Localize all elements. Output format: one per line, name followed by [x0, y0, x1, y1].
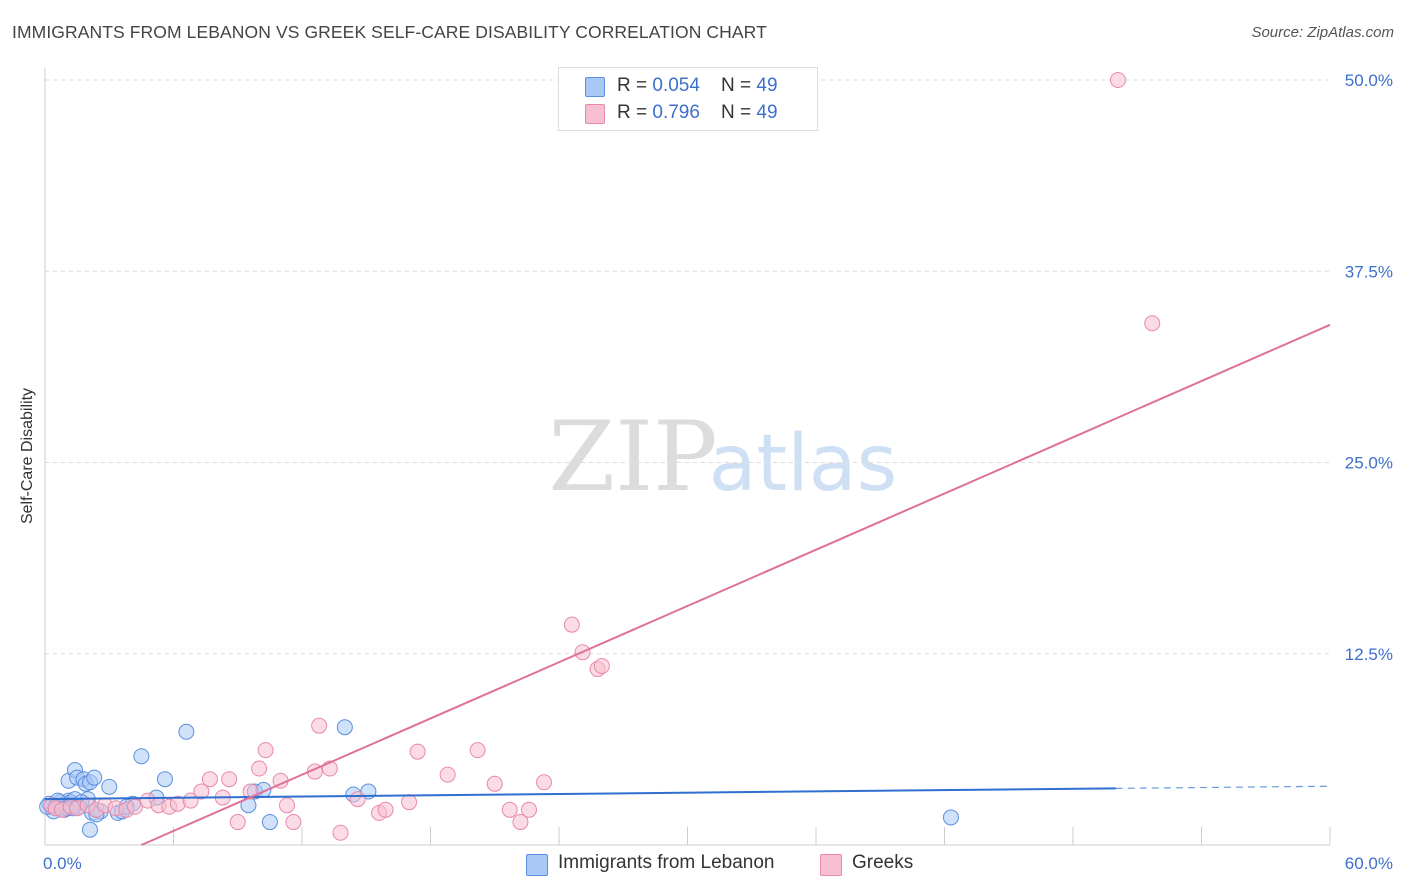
watermark-zip: ZIP — [548, 401, 717, 513]
trendline-lebanon-extension — [1115, 785, 1331, 789]
x-tick-label-1: 60.0% — [1345, 854, 1393, 873]
legend-n-label: N = — [721, 102, 757, 123]
point-greeks-48 — [1144, 315, 1161, 332]
point-greeks-35 — [409, 743, 426, 760]
point-greeks-19 — [221, 771, 238, 788]
point-greeks-34 — [401, 794, 418, 811]
point-greeks-42 — [536, 774, 553, 791]
point-greeks-30 — [332, 824, 349, 841]
point-greeks-38 — [486, 775, 503, 792]
point-greeks-10 — [126, 798, 143, 815]
point-lebanon-27 — [133, 748, 150, 765]
series-legend: Immigrants from Lebanon Greeks — [0, 852, 1406, 878]
point-lebanon-29 — [156, 771, 173, 788]
point-greeks-22 — [251, 760, 268, 777]
trendline-lebanon — [44, 787, 1116, 801]
legend-r-value: 0.054 — [652, 75, 700, 96]
series-swatch-greeks — [820, 854, 842, 876]
series-swatch-lebanon — [526, 854, 548, 876]
series-name-greeks: Greeks — [852, 852, 914, 873]
legend-n-label: N = — [721, 75, 757, 96]
y-tick-label-1: 25.0% — [1345, 454, 1393, 473]
point-greeks-16 — [193, 783, 210, 800]
point-greeks-36 — [439, 766, 456, 783]
point-lebanon-38 — [942, 809, 959, 826]
point-greeks-28 — [311, 717, 328, 734]
legend-r-value: 0.796 — [652, 102, 700, 123]
x-tick-label-0: 0.0% — [43, 854, 82, 873]
legend-n-value: 49 — [756, 75, 778, 96]
point-lebanon-35 — [336, 719, 353, 736]
point-greeks-31 — [349, 791, 366, 808]
point-greeks-25 — [279, 797, 296, 814]
point-greeks-17 — [201, 771, 218, 788]
point-greeks-39 — [501, 801, 518, 818]
legend-r-label: R = — [617, 102, 653, 123]
point-lebanon-23 — [101, 778, 118, 795]
point-greeks-41 — [521, 801, 538, 818]
legend-swatch-lebanon — [585, 77, 605, 97]
point-lebanon-22 — [81, 821, 98, 838]
point-greeks-33 — [377, 801, 394, 818]
point-greeks-40 — [512, 814, 529, 831]
point-lebanon-18 — [86, 769, 103, 786]
trendline-greeks — [140, 323, 1331, 846]
series-name-lebanon: Immigrants from Lebanon — [558, 852, 775, 873]
point-greeks-23 — [257, 742, 274, 759]
point-lebanon-34 — [261, 814, 278, 831]
legend-swatch-greeks — [585, 104, 605, 124]
correlation-legend: R = 0.054 N = 49 R = 0.796 N = 49 — [558, 67, 818, 131]
point-greeks-43 — [563, 616, 580, 633]
watermark-atlas: atlas — [709, 419, 898, 509]
point-greeks-20 — [229, 814, 246, 831]
point-lebanon-30 — [178, 723, 195, 740]
y-tick-label-0: 12.5% — [1345, 645, 1393, 664]
y-tick-label-2: 37.5% — [1345, 262, 1393, 281]
chart-title: IMMIGRANTS FROM LEBANON VS GREEK SELF-CA… — [12, 22, 767, 42]
legend-n-value: 49 — [756, 102, 778, 123]
legend-r-label: R = — [617, 75, 653, 96]
point-greeks-47 — [1109, 72, 1126, 88]
chart-source: Source: ZipAtlas.com — [1251, 24, 1394, 41]
y-tick-label-3: 50.0% — [1345, 71, 1393, 90]
point-greeks-37 — [469, 742, 486, 759]
point-greeks-26 — [285, 814, 302, 831]
point-greeks-46 — [593, 657, 610, 674]
y-axis-label: Self-Care Disability — [19, 387, 36, 525]
